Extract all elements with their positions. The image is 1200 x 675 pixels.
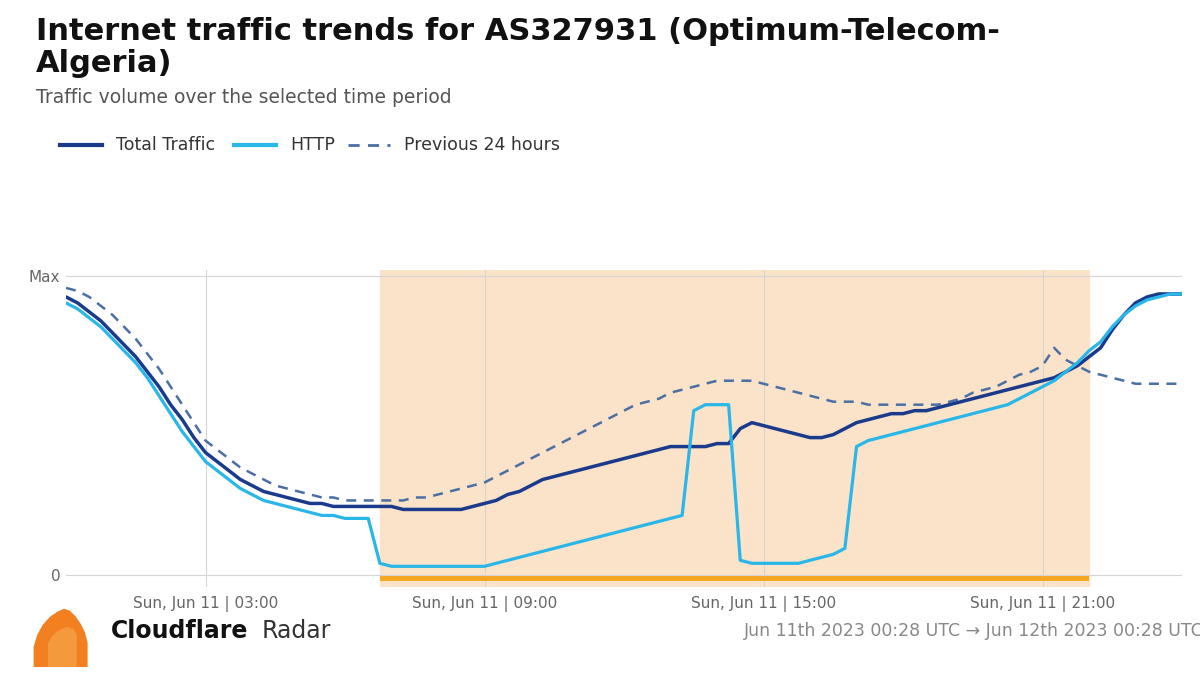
Text: Cloudflare: Cloudflare xyxy=(110,619,247,643)
Text: Algeria): Algeria) xyxy=(36,49,173,78)
Text: Total Traffic: Total Traffic xyxy=(116,136,216,154)
Text: Internet traffic trends for AS327931 (Optimum-Telecom-: Internet traffic trends for AS327931 (Op… xyxy=(36,17,1000,46)
Bar xyxy=(380,270,1090,587)
Polygon shape xyxy=(48,627,77,667)
Text: Jun 11th 2023 00:28 UTC → Jun 12th 2023 00:28 UTC: Jun 11th 2023 00:28 UTC → Jun 12th 2023 … xyxy=(744,622,1200,640)
Text: Traffic volume over the selected time period: Traffic volume over the selected time pe… xyxy=(36,88,451,107)
Text: Radar: Radar xyxy=(262,619,331,643)
Polygon shape xyxy=(34,609,88,667)
Text: HTTP: HTTP xyxy=(290,136,335,154)
Text: Previous 24 hours: Previous 24 hours xyxy=(404,136,560,154)
